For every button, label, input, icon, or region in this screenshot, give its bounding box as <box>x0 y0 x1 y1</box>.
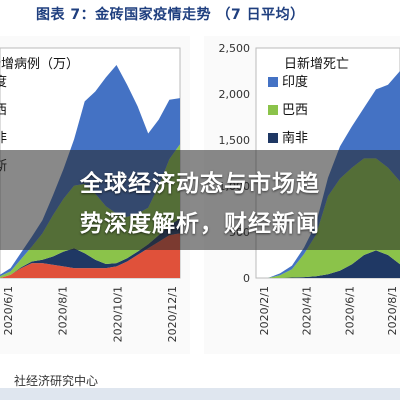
chart-title: 新增病例（万） <box>0 56 79 72</box>
legend-swatch <box>268 133 278 143</box>
series-area-印度 <box>256 71 400 278</box>
x-tick-label: 2020/6/1 <box>343 286 356 335</box>
x-tick-label: 2020/8/1 <box>386 286 399 335</box>
headline-banner <box>0 150 400 250</box>
y-tick-label: 2,000 <box>219 88 251 101</box>
y-tick-label: 0 <box>243 272 250 285</box>
legend-swatch <box>268 105 278 115</box>
legend-label: 印度 <box>282 74 308 90</box>
x-tick-label: 2020/6/1 <box>2 286 15 335</box>
legend-label: 西 <box>0 103 7 118</box>
headline-line-1[interactable]: 全球经济动态与市场趋 <box>80 171 320 197</box>
chart-title: 日新增死亡 <box>284 56 349 72</box>
x-tick-label: 2020/4/1 <box>301 286 314 335</box>
x-tick-label: 2020/12/1 <box>166 286 179 342</box>
legend-swatch <box>268 77 278 87</box>
x-tick-label: 2020/10/1 <box>111 286 124 342</box>
x-tick-label: 2020/8/1 <box>57 286 70 335</box>
legend-label: 巴西 <box>282 103 308 118</box>
legend-label: 非 <box>0 131 7 146</box>
series-area-斯 <box>0 233 180 278</box>
legend-label: 南非 <box>282 130 308 146</box>
page-title: 图表 7：金砖国家疫情走势 （7 日平均） <box>36 7 305 23</box>
series-area-南非 <box>256 250 400 278</box>
series-area-非 <box>0 218 180 278</box>
y-tick-label: 1,500 <box>219 134 251 147</box>
legend-label: 度 <box>0 74 7 90</box>
x-tick-label: 2020/2/1 <box>258 286 271 335</box>
footer-bar <box>0 388 400 400</box>
y-tick-label: 2,500 <box>219 42 251 55</box>
source-note: 社经济研究中心 <box>14 374 99 388</box>
headline-line-2[interactable]: 势深度解析，财经新闻 <box>80 211 320 237</box>
